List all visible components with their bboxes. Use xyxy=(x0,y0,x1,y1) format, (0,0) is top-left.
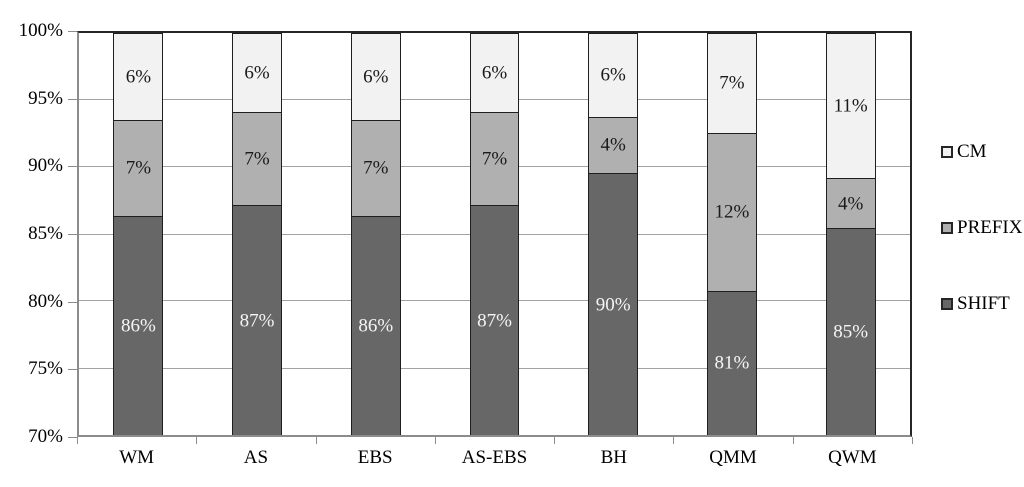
data-label-cm: 6% xyxy=(600,64,626,86)
y-tick-label: 95% xyxy=(28,87,63,109)
x-tick-mark xyxy=(315,437,317,444)
bar-segment-cm: 6% xyxy=(114,34,163,120)
bar-ebs: 6% 7% 86% xyxy=(350,33,401,435)
legend-label: SHIFT xyxy=(957,293,1010,314)
bar-segment-cm: 6% xyxy=(233,34,281,112)
x-category-label: QWM xyxy=(828,447,877,468)
data-label-prefix: 4% xyxy=(837,193,864,215)
y-tick-label: 85% xyxy=(28,223,63,244)
bar-as-ebs: 6% 7% 87% xyxy=(469,33,520,435)
legend: CM PREFIX SHIFT xyxy=(941,0,1024,487)
legend-item-cm: CM xyxy=(941,141,987,162)
bar-segment-cm: 11% xyxy=(826,34,875,179)
y-tick-mark xyxy=(68,98,77,100)
y-tick-label: 90% xyxy=(28,155,63,177)
data-label-prefix: 12% xyxy=(714,201,750,223)
bar-segment-cm: 7% xyxy=(707,34,756,133)
x-tick-mark xyxy=(434,437,436,444)
data-label-cm: 6% xyxy=(481,62,508,84)
data-label-prefix: 7% xyxy=(244,148,270,170)
bar-segment-prefix: 7% xyxy=(351,119,400,216)
y-tick-label: 80% xyxy=(28,290,63,312)
x-axis-ticks xyxy=(77,437,913,445)
y-tick-label: 75% xyxy=(28,358,63,380)
bar-segment-shift: 81% xyxy=(707,290,756,435)
legend-item-prefix: PREFIX xyxy=(941,217,1023,238)
data-label-cm: 6% xyxy=(363,66,389,88)
bar-as: 6% 7% 87% xyxy=(232,33,282,435)
data-label-cm: 11% xyxy=(833,95,868,117)
data-label-prefix: 7% xyxy=(481,148,508,170)
data-label-shift: 81% xyxy=(714,352,750,374)
x-tick-mark xyxy=(77,437,78,444)
x-tick-mark xyxy=(912,437,913,444)
y-tick-mark xyxy=(68,31,77,32)
data-label-shift: 86% xyxy=(358,315,394,337)
data-label-cm: 7% xyxy=(719,72,745,94)
bar-segment-cm: 6% xyxy=(351,34,400,120)
y-tick-mark xyxy=(68,234,77,235)
x-category-label: AS xyxy=(243,447,269,468)
data-label-prefix: 7% xyxy=(363,157,389,179)
bar-segment-shift: 85% xyxy=(826,227,875,435)
data-label-shift: 86% xyxy=(120,315,156,337)
bar-qmm: 7% 12% 81% xyxy=(706,33,757,435)
x-axis-labels: WM AS EBS AS-EBS BH QMM QWM xyxy=(77,445,912,471)
x-category-label: EBS xyxy=(357,447,393,468)
bar-segment-prefix: 4% xyxy=(826,178,875,228)
y-tick-label: 100% xyxy=(18,20,63,41)
y-axis-labels: 100% 95% 90% 85% 80% 75% 70% xyxy=(0,20,63,447)
data-label-shift: 85% xyxy=(833,321,869,343)
y-tick-mark xyxy=(68,369,77,371)
data-label-cm: 6% xyxy=(244,62,270,84)
legend-item-shift: SHIFT xyxy=(941,293,1010,314)
x-tick-mark xyxy=(673,437,675,444)
bar-segment-cm: 6% xyxy=(589,34,638,117)
bar-segment-prefix: 7% xyxy=(470,111,519,206)
legend-swatch-shift-icon xyxy=(941,298,953,310)
x-category-label: WM xyxy=(119,447,155,468)
y-tick-mark xyxy=(68,437,77,438)
bar-segment-prefix: 7% xyxy=(233,111,281,206)
bar-segment-shift: 90% xyxy=(589,173,638,435)
bar-segment-prefix: 4% xyxy=(589,116,638,173)
legend-label: CM xyxy=(957,141,987,162)
x-tick-mark xyxy=(792,437,794,444)
x-tick-mark xyxy=(196,437,198,444)
bar-wm: 6% 7% 86% xyxy=(113,33,164,435)
y-tick-label: 70% xyxy=(28,426,63,447)
bar-qwm: 11% 4% 85% xyxy=(825,33,876,435)
bar-segment-shift: 87% xyxy=(470,205,519,435)
x-category-label: BH xyxy=(600,447,627,468)
bar-segment-cm: 6% xyxy=(470,34,519,112)
data-label-shift: 87% xyxy=(477,310,512,332)
data-label-shift: 90% xyxy=(595,294,631,315)
data-label-shift: 87% xyxy=(239,310,275,332)
bar-segment-shift: 86% xyxy=(114,215,163,435)
data-label-cm: 6% xyxy=(125,66,152,88)
x-category-label: AS-EBS xyxy=(461,447,528,468)
legend-swatch-cm-icon xyxy=(941,146,953,158)
legend-label: PREFIX xyxy=(957,217,1023,238)
legend-swatch-prefix-icon xyxy=(941,222,953,234)
y-tick-mark xyxy=(68,166,77,168)
x-tick-mark xyxy=(554,437,556,444)
bar-segment-shift: 86% xyxy=(351,215,400,435)
y-tick-mark xyxy=(68,301,77,303)
bar-segment-prefix: 12% xyxy=(707,132,756,291)
bar-segment-prefix: 7% xyxy=(114,119,163,216)
bar-bh: 6% 4% 90% xyxy=(588,33,639,435)
x-category-label: QMM xyxy=(709,447,757,468)
plot-area: 6% 7% 86% 6% 7% 87% 6% 7% 86% 6% 7% 87% 6% 4% 90% 7% 12%… xyxy=(77,31,912,437)
data-label-prefix: 4% xyxy=(600,134,626,156)
data-label-prefix: 7% xyxy=(125,157,152,179)
bar-segment-shift: 87% xyxy=(233,205,281,435)
